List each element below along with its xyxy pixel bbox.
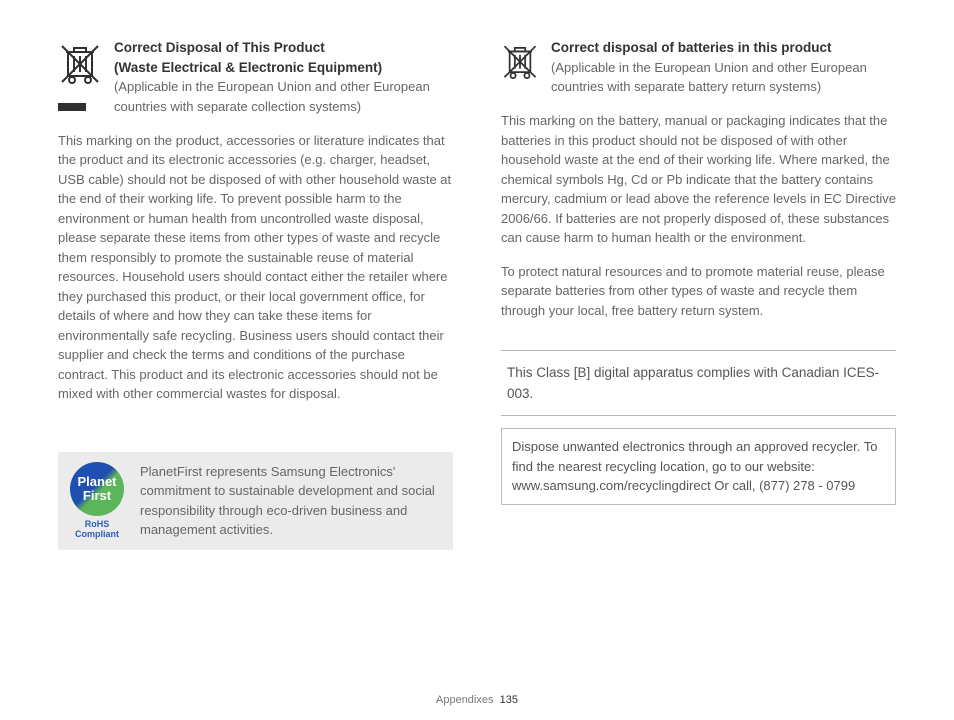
- weee-applicable: (Applicable in the European Union and ot…: [114, 79, 430, 114]
- rohs-label: RoHS Compliant: [68, 520, 126, 540]
- footer-page: 135: [500, 694, 518, 706]
- battery-applicable: (Applicable in the European Union and ot…: [551, 60, 867, 95]
- planetfirst-text: PlanetFirst represents Samsung Electroni…: [140, 462, 439, 540]
- battery-title: Correct disposal of batteries in this pr…: [551, 38, 896, 58]
- planetfirst-block: Planet First RoHS Compliant PlanetFirst …: [58, 452, 453, 550]
- canadian-notice: This Class [B] digital apparatus complie…: [501, 359, 896, 409]
- footer-section: Appendixes: [436, 694, 494, 706]
- planet-line1: Planet: [77, 475, 116, 489]
- divider-top: [501, 350, 896, 351]
- battery-body-2: To protect natural resources and to prom…: [501, 262, 896, 321]
- planetfirst-badge: Planet First RoHS Compliant: [68, 462, 126, 540]
- divider-bottom: [501, 415, 896, 416]
- weee-title-2: (Waste Electrical & Electronic Equipment…: [114, 58, 453, 78]
- battery-body-1: This marking on the battery, manual or p…: [501, 111, 896, 248]
- recycler-box: Dispose unwanted electronics through an …: [501, 428, 896, 505]
- battery-icon-wrap: [501, 38, 541, 97]
- battery-header: Correct disposal of batteries in this pr…: [501, 38, 896, 97]
- weee-underbar: [58, 103, 86, 111]
- page-footer: Appendixes 135: [0, 694, 954, 706]
- weee-header: Correct Disposal of This Product (Waste …: [58, 38, 453, 117]
- weee-icon-wrap: [58, 38, 104, 117]
- weee-title-1: Correct Disposal of This Product: [114, 38, 453, 58]
- right-column: Correct disposal of batteries in this pr…: [501, 38, 896, 550]
- crossed-bin-icon: [58, 38, 102, 86]
- battery-heading: Correct disposal of batteries in this pr…: [551, 38, 896, 97]
- content-columns: Correct Disposal of This Product (Waste …: [58, 38, 896, 550]
- weee-body: This marking on the product, accessories…: [58, 131, 453, 404]
- planetfirst-icon: Planet First: [70, 462, 124, 516]
- weee-heading: Correct Disposal of This Product (Waste …: [114, 38, 453, 117]
- left-column: Correct Disposal of This Product (Waste …: [58, 38, 453, 550]
- planet-line2: First: [83, 489, 111, 503]
- crossed-bin-icon: [501, 38, 539, 82]
